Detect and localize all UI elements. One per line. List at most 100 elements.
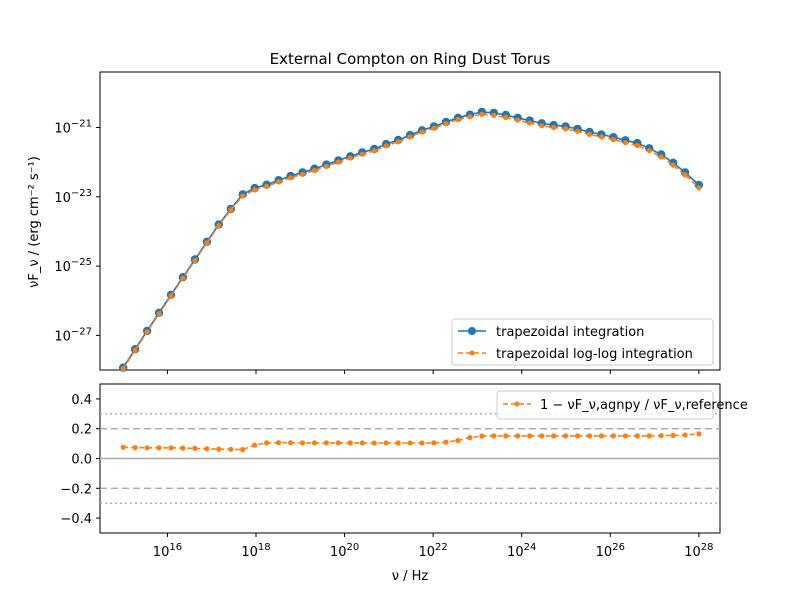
y-tick-label: 10−25 bbox=[54, 257, 92, 275]
loglog-series-point bbox=[383, 143, 389, 149]
ratio-series-point bbox=[563, 433, 569, 439]
top-legend-box bbox=[451, 318, 714, 366]
loglog-series-point bbox=[156, 311, 162, 317]
loglog-series-point bbox=[574, 128, 581, 134]
ratio-series-point bbox=[288, 440, 294, 446]
legend-label-trapezoidal: trapezoidal integration bbox=[496, 325, 644, 340]
bottom-y-ticks: 0.4 0.2 0.0 −0.2 −0.4 bbox=[60, 393, 100, 527]
ratio-series-point bbox=[696, 431, 702, 437]
loglog-series-point bbox=[144, 329, 150, 335]
loglog-series-point bbox=[419, 129, 425, 135]
loglog-series-point bbox=[359, 151, 365, 157]
loglog-series-point bbox=[503, 114, 509, 121]
loglog-series-point bbox=[180, 275, 186, 281]
loglog-series-point bbox=[240, 193, 246, 199]
bottom-y-tick-label: 0.4 bbox=[71, 393, 92, 408]
ratio-series-point bbox=[586, 433, 593, 439]
loglog-series-point bbox=[228, 207, 234, 213]
ratio-series-point bbox=[539, 433, 545, 439]
ratio-series-point bbox=[144, 445, 150, 451]
x-tick-label: 1024 bbox=[507, 542, 536, 560]
ratio-series-point bbox=[192, 445, 198, 451]
ratio-series-point bbox=[610, 433, 617, 439]
loglog-series-point bbox=[515, 117, 521, 123]
ratio-series-point bbox=[276, 440, 282, 446]
loglog-series-point bbox=[288, 175, 294, 181]
loglog-series-point bbox=[455, 116, 461, 123]
ratio-series-point bbox=[682, 432, 688, 438]
loglog-series-point bbox=[527, 120, 533, 126]
loglog-series-point bbox=[204, 240, 210, 246]
ratio-series-point bbox=[407, 440, 413, 446]
y-axis-label: νF_ν / (erg cm⁻² s⁻¹) bbox=[27, 156, 42, 288]
ratio-series-point bbox=[574, 433, 581, 439]
ratio-series-point bbox=[204, 446, 210, 452]
loglog-series-point bbox=[682, 172, 688, 178]
ratio-series-point bbox=[634, 433, 640, 439]
ratio-series-point bbox=[240, 447, 246, 453]
chart-title: External Compton on Ring Dust Torus bbox=[270, 50, 551, 68]
ratio-series-point bbox=[431, 440, 437, 446]
bottom-y-tick-label: −0.4 bbox=[60, 512, 92, 527]
loglog-series-point bbox=[563, 126, 569, 132]
legend-label-loglog: trapezoidal log-log integration bbox=[496, 347, 693, 362]
loglog-series-point bbox=[670, 162, 676, 168]
ratio-series-point bbox=[395, 440, 401, 446]
loglog-series-point bbox=[252, 187, 258, 193]
loglog-series-point bbox=[610, 137, 617, 143]
loglog-series-point bbox=[132, 347, 138, 353]
ratio-series-point bbox=[252, 442, 258, 448]
loglog-series-point bbox=[407, 134, 413, 140]
loglog-series-point bbox=[347, 155, 353, 161]
loglog-series-point bbox=[443, 121, 449, 127]
loglog-series-point bbox=[335, 159, 341, 165]
ratio-series-point bbox=[311, 440, 318, 446]
ratio-series-point bbox=[383, 440, 389, 446]
loglog-series-point bbox=[299, 171, 306, 177]
bottom-x-ticks: 1016 1018 1020 1022 1024 1026 1028 bbox=[153, 533, 714, 560]
y-tick-label: 10−23 bbox=[54, 188, 92, 206]
ratio-series-point bbox=[443, 439, 449, 445]
y-tick-label: 10−21 bbox=[54, 118, 92, 136]
y-tick-label: 10−27 bbox=[54, 326, 92, 344]
ratio-series-point bbox=[216, 446, 222, 452]
loglog-series-point bbox=[598, 134, 605, 140]
top-series bbox=[119, 107, 704, 372]
loglog-series-point bbox=[311, 167, 318, 174]
bottom-y-tick-label: −0.2 bbox=[60, 482, 92, 497]
loglog-series-point bbox=[264, 183, 270, 189]
ratio-series-point bbox=[180, 445, 186, 451]
top-plot-frame bbox=[99, 71, 721, 371]
loglog-series-point bbox=[646, 148, 652, 154]
ratio-series-point bbox=[323, 440, 329, 446]
ratio-series-point bbox=[299, 440, 306, 446]
ratio-series-point bbox=[670, 432, 676, 438]
bottom-y-tick-label: 0.0 bbox=[71, 453, 92, 468]
loglog-series-point bbox=[192, 257, 198, 264]
ratio-series-point bbox=[658, 433, 664, 439]
ratio-series-point bbox=[359, 440, 365, 446]
ratio-series-point bbox=[347, 440, 353, 446]
top-legend: trapezoidal integration trapezoidal log-… bbox=[451, 318, 714, 366]
x-tick-label: 1022 bbox=[419, 542, 448, 560]
ratio-series-point bbox=[527, 433, 533, 439]
bottom-legend-box bbox=[496, 390, 714, 420]
loglog-series-point bbox=[371, 148, 377, 154]
loglog-series-point bbox=[696, 185, 702, 191]
ratio-series-point bbox=[598, 433, 605, 439]
loglog-series-point bbox=[395, 139, 401, 145]
ratio-series-point bbox=[515, 433, 521, 439]
ratio-series-point bbox=[228, 446, 234, 452]
loglog-series-point bbox=[622, 140, 629, 146]
x-tick-label: 1016 bbox=[153, 542, 182, 560]
ratio-series-point bbox=[168, 445, 174, 451]
top-x-ticks bbox=[166, 370, 700, 374]
ratio-series-point bbox=[335, 440, 341, 446]
ratio-series-point bbox=[120, 444, 126, 450]
loglog-series-point bbox=[491, 112, 497, 118]
ratio-series-point bbox=[371, 440, 377, 446]
ratio-series-point bbox=[622, 433, 629, 439]
loglog-series-point bbox=[551, 124, 557, 131]
top-y-ticks: 10−21 10−23 10−25 10−27 bbox=[54, 118, 100, 344]
